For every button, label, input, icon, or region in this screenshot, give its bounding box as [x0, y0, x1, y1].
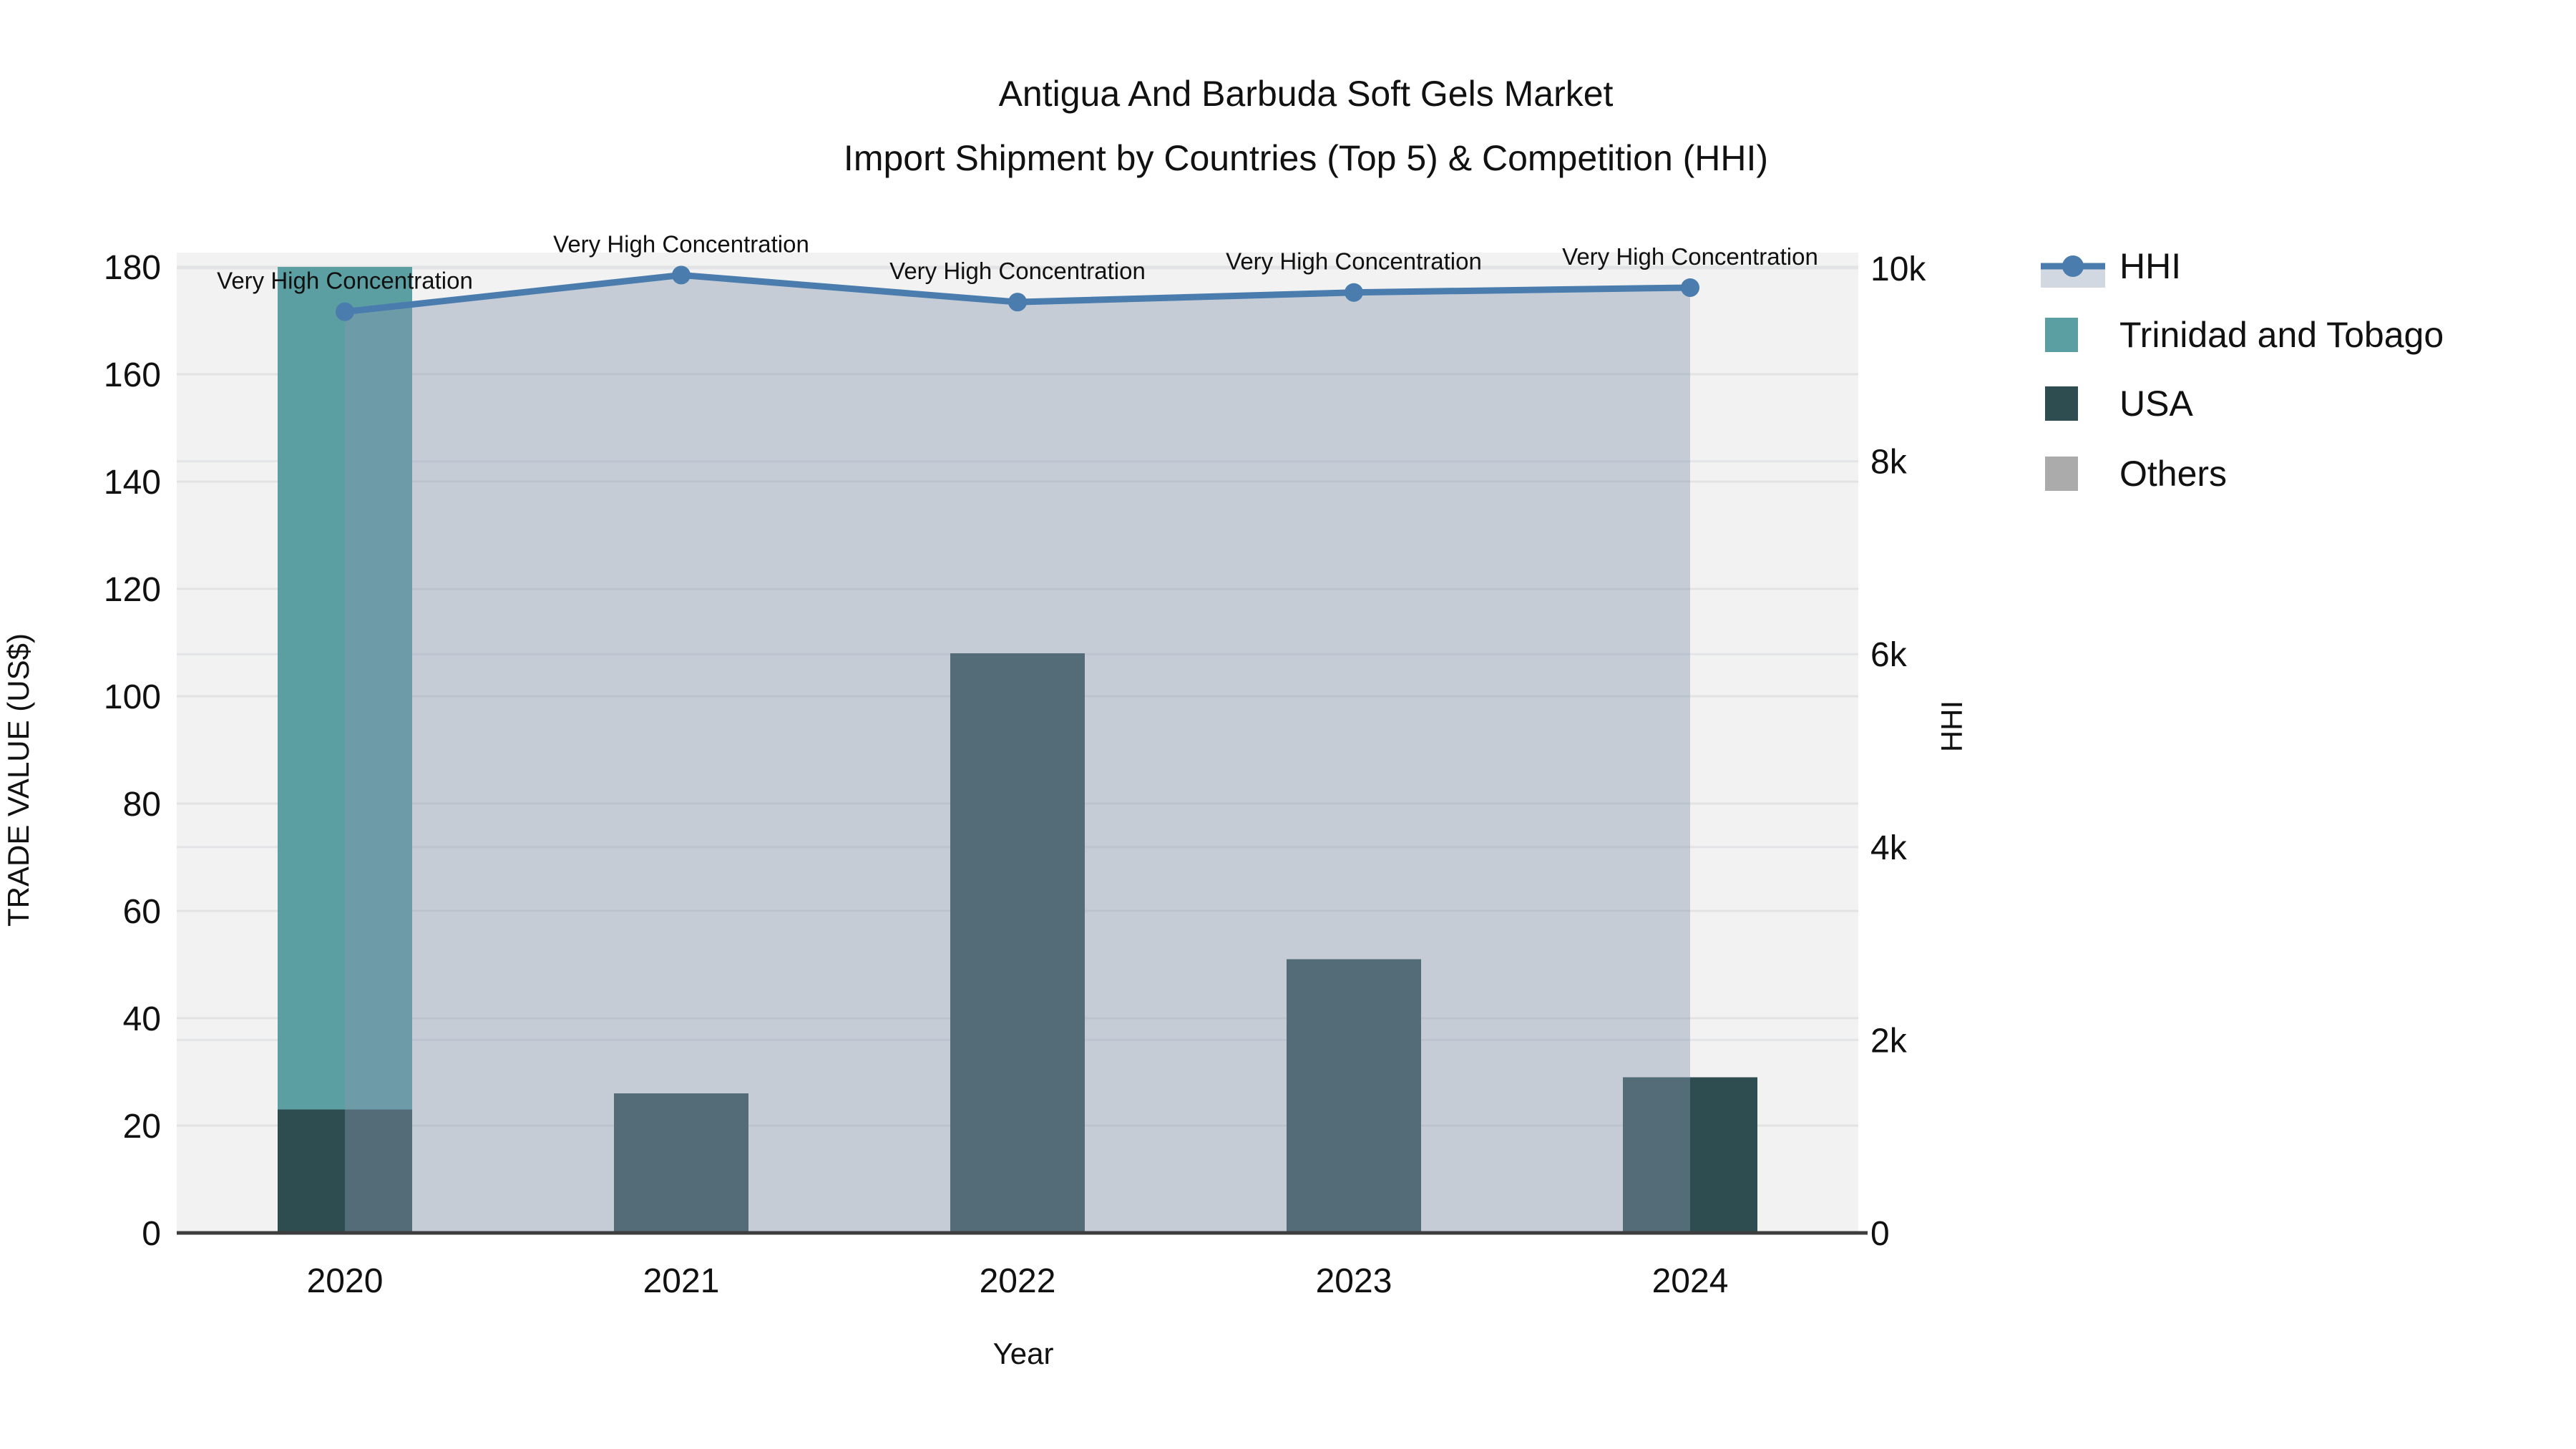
- hhi-point-2022[interactable]: [1008, 293, 1027, 312]
- bar-usa-2024[interactable]: [1623, 1077, 1757, 1234]
- left-tick-140: 140: [104, 464, 161, 502]
- left-tick-120: 120: [104, 571, 161, 609]
- x-tick-2020: 2020: [307, 1262, 384, 1300]
- left-tick-100: 100: [104, 678, 161, 716]
- legend-item-usa[interactable]: USA: [2045, 384, 2193, 424]
- hhi-area-fill: [345, 275, 1690, 1233]
- left-tick-40: 40: [123, 1000, 161, 1038]
- bar-usa-2021[interactable]: [614, 1093, 748, 1233]
- legend-label-trinidad: Trinidad and Tobago: [2119, 315, 2444, 355]
- hhi-marker-swatch: [2062, 255, 2084, 277]
- others-swatch: [2045, 457, 2078, 491]
- left-tick-0: 0: [142, 1215, 161, 1253]
- right-tick-8k: 8k: [1870, 444, 1908, 482]
- hhi-point-2023[interactable]: [1345, 283, 1363, 302]
- right-tick-4k: 4k: [1870, 829, 1908, 867]
- x-tick-2024: 2024: [1652, 1262, 1729, 1300]
- annotation-2020: Very High Concentration: [217, 268, 473, 294]
- x-tick-2023: 2023: [1316, 1262, 1392, 1300]
- annotation-2024: Very High Concentration: [1562, 243, 1818, 270]
- hhi-point-2024[interactable]: [1681, 278, 1699, 297]
- x-tick-2021: 2021: [643, 1262, 720, 1300]
- right-tick-10k: 10k: [1870, 250, 1926, 288]
- right-tick-0: 0: [1870, 1215, 1890, 1253]
- x-tick-2022: 2022: [980, 1262, 1056, 1300]
- right-tick-2k: 2k: [1870, 1022, 1908, 1060]
- bar-usa-2020[interactable]: [278, 1109, 412, 1234]
- annotation-2023: Very High Concentration: [1226, 248, 1482, 275]
- annotation-2021: Very High Concentration: [553, 230, 809, 257]
- left-tick-60: 60: [123, 893, 161, 931]
- x-axis-title: Year: [993, 1337, 1054, 1370]
- right-axis-title: HHI: [1935, 701, 1968, 752]
- hhi-point-2021[interactable]: [672, 265, 691, 285]
- left-tick-180: 180: [104, 249, 161, 287]
- bar-usa-2023[interactable]: [1287, 959, 1421, 1234]
- legend-item-others[interactable]: Others: [2045, 454, 2227, 494]
- legend-item-trinidad-and-tobago[interactable]: Trinidad and Tobago: [2045, 315, 2444, 355]
- legend-label-usa: USA: [2119, 384, 2193, 424]
- trinidad-swatch: [2045, 318, 2078, 352]
- left-axis-title: TRADE VALUE (US$): [1, 633, 35, 927]
- left-tick-20: 20: [123, 1108, 161, 1146]
- chart-title-line2: Import Shipment by Countries (Top 5) & C…: [844, 138, 1768, 178]
- left-tick-80: 80: [123, 786, 161, 824]
- annotation-2022: Very High Concentration: [889, 258, 1146, 284]
- plot-area: Very High Concentration Very High Concent…: [104, 230, 1926, 1300]
- usa-swatch: [2045, 386, 2078, 421]
- legend-item-hhi[interactable]: HHI: [2041, 246, 2181, 288]
- legend-label-hhi: HHI: [2119, 246, 2181, 286]
- left-tick-160: 160: [104, 356, 161, 394]
- right-tick-6k: 6k: [1870, 636, 1908, 674]
- hhi-point-2020[interactable]: [336, 302, 354, 321]
- bar-trinidad-and-tobago-2020[interactable]: [278, 267, 412, 1110]
- legend: HHI Trinidad and Tobago USA Others: [2041, 246, 2444, 494]
- legend-label-others: Others: [2119, 454, 2227, 494]
- chart-title-line1: Antigua And Barbuda Soft Gels Market: [999, 74, 1614, 114]
- bar-usa-2022[interactable]: [950, 653, 1085, 1233]
